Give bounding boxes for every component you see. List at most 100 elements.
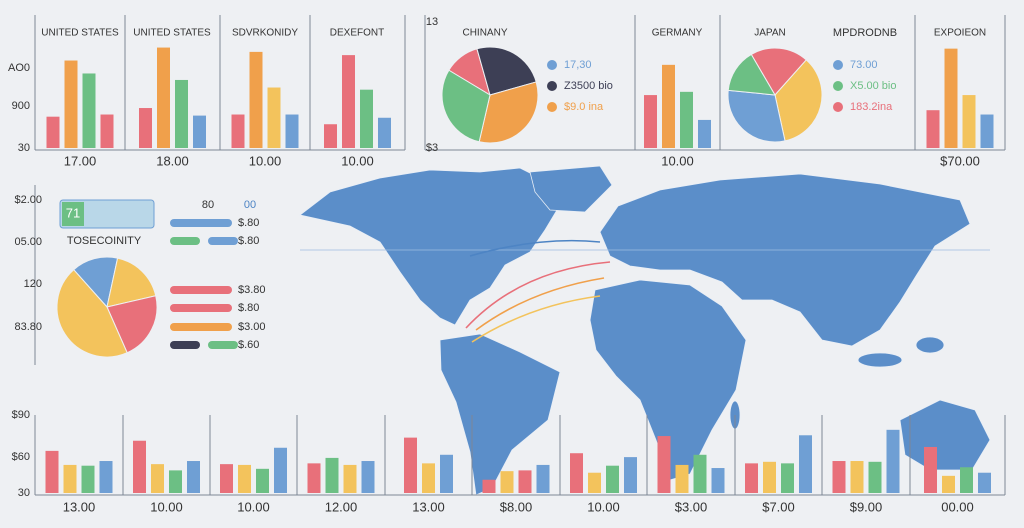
bar (657, 436, 671, 493)
bar (924, 446, 937, 493)
legend-label: $3.80 (238, 284, 266, 296)
bar (187, 461, 200, 493)
axis-label: 30 (18, 142, 30, 154)
axis-label: 13 (426, 16, 438, 28)
arrow (471, 295, 601, 343)
panel-title: UNITED STATES (41, 28, 119, 39)
greenland (529, 165, 613, 213)
bar (781, 463, 794, 493)
bar (962, 95, 976, 148)
panel-caption: $3.00 (675, 499, 708, 514)
panel-title: DEXEFONT (330, 28, 384, 39)
axis-label: $3 (426, 142, 438, 154)
bar (960, 467, 973, 493)
axis-label: 83.80 (14, 321, 42, 333)
bar (175, 79, 188, 148)
panel-title: JAPAN (754, 28, 786, 39)
bar (606, 465, 619, 493)
legend-swatch (170, 341, 200, 349)
bar (220, 464, 233, 493)
bar (325, 457, 339, 493)
bar (361, 461, 375, 493)
bar (942, 475, 955, 493)
legend-dot (547, 81, 557, 91)
bar (745, 463, 758, 493)
legend-label: $.80 (238, 217, 259, 229)
pie-slice (56, 269, 128, 358)
bar (980, 114, 994, 148)
bar (518, 470, 532, 493)
legend-dot (833, 102, 843, 112)
bar (926, 110, 940, 148)
world-map (299, 165, 991, 496)
bar (343, 464, 357, 493)
badge: 71 TOSECOINITY (59, 199, 155, 247)
pie-slice (106, 257, 157, 308)
bar (662, 64, 675, 148)
legend-dot (547, 102, 557, 112)
bar (644, 95, 657, 148)
bar (440, 454, 453, 493)
legend-swatch (170, 304, 232, 312)
legend-label: 73.00 (850, 59, 878, 71)
bar (404, 437, 417, 493)
legend-swatch (208, 341, 238, 349)
bar (100, 114, 114, 148)
bar (81, 465, 95, 493)
bar (360, 89, 373, 148)
bar (868, 461, 882, 493)
legend-label: Z3500 bio (564, 80, 613, 92)
panel-caption: 10.00 (587, 499, 620, 514)
pie-slice (478, 81, 539, 144)
legend-header: 80 (202, 199, 214, 211)
badge-icon (62, 202, 84, 226)
bar (832, 461, 846, 493)
panel-title: UNITED STATES (133, 28, 211, 39)
bar (151, 464, 164, 493)
bar (342, 55, 355, 149)
subtitle: MPDRODNB (833, 27, 897, 39)
australia (899, 399, 991, 471)
arrow (469, 239, 601, 257)
legend-swatch (170, 323, 232, 331)
panel-caption: $7.00 (762, 499, 795, 514)
legend-swatch (170, 219, 232, 227)
panel-caption: $9.00 (850, 499, 883, 514)
panel-caption: 00.00 (941, 499, 974, 514)
bar (249, 51, 263, 148)
bar (99, 461, 113, 493)
bar (624, 457, 637, 493)
pie-slice (727, 89, 786, 143)
panel-title: EXPOIEON (934, 28, 986, 39)
panel-title: GERMANY (652, 28, 703, 39)
legend-label: X5.00 bio (850, 80, 896, 92)
bar (693, 454, 707, 493)
island (915, 336, 945, 354)
legend-dot (547, 60, 557, 70)
bar (850, 461, 864, 493)
panel-caption: 10.00 (341, 153, 374, 168)
legend-header: 00 (244, 199, 256, 211)
bar (378, 117, 391, 148)
bar (698, 119, 711, 148)
panel-caption: 10.00 (237, 499, 270, 514)
bar (307, 463, 321, 493)
axis-label: AO0 (8, 62, 30, 74)
eurasia (599, 173, 971, 347)
pie-slice (774, 59, 823, 142)
legend-swatch (170, 237, 200, 245)
panel-caption: $70.00 (940, 153, 980, 168)
badge-label: TOSECOINITY (67, 235, 142, 247)
bar (238, 464, 251, 493)
bar (274, 447, 287, 493)
axis-label: 900 (12, 100, 30, 112)
panel-caption: 18.00 (156, 153, 189, 168)
legend-label: $3.00 (238, 321, 266, 333)
axis-label: $90 (12, 409, 30, 421)
bar (482, 479, 496, 493)
bar (256, 468, 269, 493)
bar (944, 48, 958, 148)
axis-label: $60 (12, 451, 30, 463)
bar (46, 116, 60, 148)
